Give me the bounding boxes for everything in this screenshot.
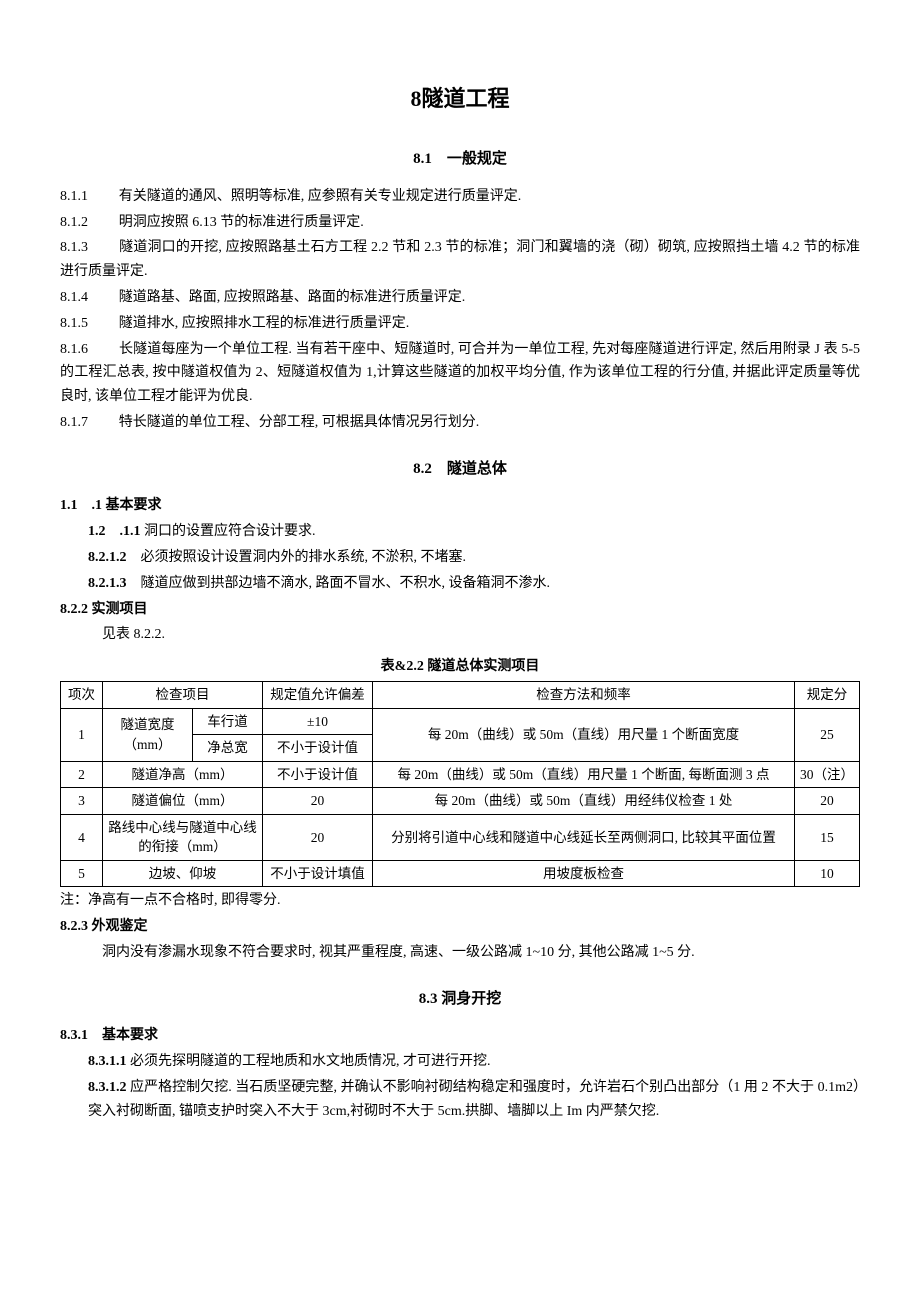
table-row: 4 路线中心线与隧道中心线的衔接（mm） 20 分别将引道中心线和隧道中心线延长… [61, 814, 860, 860]
table-row: 2 隧道净高（mm） 不小于设计值 每 20m（曲线）或 50m（直线）用尺量 … [61, 761, 860, 788]
clause: 8.1.3 隧道洞口的开挖, 应按照路基土石方工程 2.2 节和 2.3 节的标… [60, 236, 860, 284]
table-title-8-2-2: 表&2.2 隧道总体实测项目 [60, 655, 860, 679]
req-label-8-2-1: 1.1 .1 基本要求 [60, 494, 860, 518]
cell-dev: 不小于设计填值 [263, 860, 373, 887]
table-row: 5 边坡、仰坡 不小于设计填值 用坡度板检查 10 [61, 860, 860, 887]
cell-item: 隧道宽度（mm） [103, 708, 193, 761]
measure-see: 见表 8.2.2. [60, 623, 860, 647]
clause: 8.1.4 隧道路基、路面, 应按照路基、路面的标准进行质量评定. [60, 286, 860, 310]
table-row: 3 隧道偏位（mm） 20 每 20m（曲线）或 50m（直线）用经纬仪检查 1… [61, 788, 860, 815]
cell-item: 隧道偏位（mm） [103, 788, 263, 815]
cell-score: 15 [795, 814, 860, 860]
clause: 8.1.5 隧道排水, 应按照排水工程的标准进行质量评定. [60, 312, 860, 336]
clause-text: 必须按照设计设置洞内外的排水系统, 不淤积, 不堵塞. [141, 550, 467, 565]
clause-num: 8.1.3 [60, 236, 105, 260]
table-header-row: 项次 检查项目 规定值允许偏差 检查方法和频率 规定分 [61, 681, 860, 708]
cell-dev: 不小于设计值 [263, 735, 373, 762]
cell-score: 10 [795, 860, 860, 887]
cell-sub: 净总宽 [193, 735, 263, 762]
heading-8-2: 8.2 隧道总体 [60, 457, 860, 483]
cell-no: 3 [61, 788, 103, 815]
clause-text: 有关隧道的通风、照明等标准, 应参照有关专业规定进行质量评定. [119, 189, 522, 204]
clause: 8.1.1 有关隧道的通风、照明等标准, 应参照有关专业规定进行质量评定. [60, 185, 860, 209]
clause-text: 特长隧道的单位工程、分部工程, 可根据具体情况另行划分. [119, 415, 480, 430]
table-row: 1 隧道宽度（mm） 车行道 ±10 每 20m（曲线）或 50m（直线）用尺量… [61, 708, 860, 735]
clause-text: 隧道应做到拱部边墙不滴水, 路面不冒水、不积水, 设备箱洞不渗水. [141, 576, 551, 591]
cell-method: 分别将引道中心线和隧道中心线延长至两侧洞口, 比较其平面位置 [373, 814, 795, 860]
clause-num: 8.3.1.1 [88, 1054, 127, 1069]
th-method: 检查方法和频率 [373, 681, 795, 708]
clause-num: 8.1.7 [60, 411, 105, 435]
clause-num: 8.1.1 [60, 185, 105, 209]
appearance-label-8-2-3: 8.2.3 外观鉴定 [60, 915, 860, 939]
clause: 8.3.1.1 必须先探明隧道的工程地质和水文地质情况, 才可进行开挖. [60, 1050, 860, 1074]
cell-item: 边坡、仰坡 [103, 860, 263, 887]
th-score: 规定分 [795, 681, 860, 708]
page-title: 8隧道工程 [60, 80, 860, 117]
cell-dev: 不小于设计值 [263, 761, 373, 788]
cell-no: 4 [61, 814, 103, 860]
clause-text: 隧道路基、路面, 应按照路基、路面的标准进行质量评定. [119, 290, 466, 305]
cell-sub: 车行道 [193, 708, 263, 735]
clause: 8.3.1.2 应严格控制欠挖. 当石质坚硬完整, 并确认不影响衬砌结构稳定和强… [60, 1076, 860, 1124]
cell-method: 每 20m（曲线）或 50m（直线）用尺量 1 个断面, 每断面测 3 点 [373, 761, 795, 788]
cell-dev: 20 [263, 814, 373, 860]
clause-text: 必须先探明隧道的工程地质和水文地质情况, 才可进行开挖. [130, 1054, 491, 1069]
table-8-2-2: 项次 检查项目 规定值允许偏差 检查方法和频率 规定分 1 隧道宽度（mm） 车… [60, 681, 860, 888]
clause: 8.2.1.2 必须按照设计设置洞内外的排水系统, 不淤积, 不堵塞. [60, 546, 860, 570]
clause: 8.1.2 明洞应按照 6.13 节的标准进行质量评定. [60, 211, 860, 235]
clause: 8.1.7 特长隧道的单位工程、分部工程, 可根据具体情况另行划分. [60, 411, 860, 435]
cell-item: 路线中心线与隧道中心线的衔接（mm） [103, 814, 263, 860]
clause-text: 明洞应按照 6.13 节的标准进行质量评定. [119, 215, 364, 230]
cell-dev: ±10 [263, 708, 373, 735]
cell-method: 每 20m（曲线）或 50m（直线）用尺量 1 个断面宽度 [373, 708, 795, 761]
clause-num: 8.1.6 [60, 338, 105, 362]
req-label-8-3-1: 8.3.1 基本要求 [60, 1024, 860, 1048]
table-note: 注：净高有一点不合格时, 即得零分. [60, 889, 860, 913]
heading-8-3: 8.3 洞身开挖 [60, 987, 860, 1013]
th-dev: 规定值允许偏差 [263, 681, 373, 708]
clause-num: 8.3.1.2 [88, 1080, 127, 1095]
clause-text: 洞口的设置应符合设计要求. [144, 524, 316, 539]
clause-text: 应严格控制欠挖. 当石质坚硬完整, 并确认不影响衬砌结构稳定和强度时，允许岩石个… [88, 1080, 860, 1119]
clause: 8.1.6 长隧道每座为一个单位工程. 当有若干座中、短隧道时, 可合并为一单位… [60, 338, 860, 409]
appearance-text: 洞内没有渗漏水现象不符合要求时, 视其严重程度, 高速、一级公路减 1~10 分… [60, 941, 860, 965]
clause-text: 长隧道每座为一个单位工程. 当有若干座中、短隧道时, 可合并为一单位工程, 先对… [60, 342, 860, 405]
cell-method: 每 20m（曲线）或 50m（直线）用经纬仪检查 1 处 [373, 788, 795, 815]
clause-text: 隧道排水, 应按照排水工程的标准进行质量评定. [119, 316, 410, 331]
th-no: 项次 [61, 681, 103, 708]
clause-num: 8.1.2 [60, 211, 105, 235]
clause: 1.2 .1.1 洞口的设置应符合设计要求. [60, 520, 860, 544]
th-item: 检查项目 [103, 681, 263, 708]
cell-dev: 20 [263, 788, 373, 815]
cell-no: 2 [61, 761, 103, 788]
measure-label-8-2-2: 8.2.2 实测项目 [60, 598, 860, 622]
clause-text: 隧道洞口的开挖, 应按照路基土石方工程 2.2 节和 2.3 节的标准；洞门和翼… [60, 240, 860, 279]
section-8-1-body: 8.1.1 有关隧道的通风、照明等标准, 应参照有关专业规定进行质量评定. 8.… [60, 185, 860, 435]
heading-8-1: 8.1 一般规定 [60, 147, 860, 173]
clause-num: 8.2.1.3 [88, 576, 127, 591]
cell-score: 25 [795, 708, 860, 761]
cell-no: 5 [61, 860, 103, 887]
clause-num: 8.1.4 [60, 286, 105, 310]
cell-item: 隧道净高（mm） [103, 761, 263, 788]
clause-num: 1.2 .1.1 [88, 524, 141, 539]
clause: 8.2.1.3 隧道应做到拱部边墙不滴水, 路面不冒水、不积水, 设备箱洞不渗水… [60, 572, 860, 596]
cell-score: 30（注） [795, 761, 860, 788]
cell-method: 用坡度板检查 [373, 860, 795, 887]
cell-score: 20 [795, 788, 860, 815]
clause-num: 8.2.1.2 [88, 550, 127, 565]
cell-no: 1 [61, 708, 103, 761]
clause-num: 8.1.5 [60, 312, 105, 336]
